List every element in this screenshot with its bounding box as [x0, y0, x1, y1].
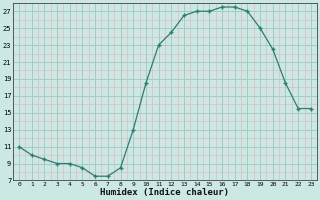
X-axis label: Humidex (Indice chaleur): Humidex (Indice chaleur) [100, 188, 229, 197]
